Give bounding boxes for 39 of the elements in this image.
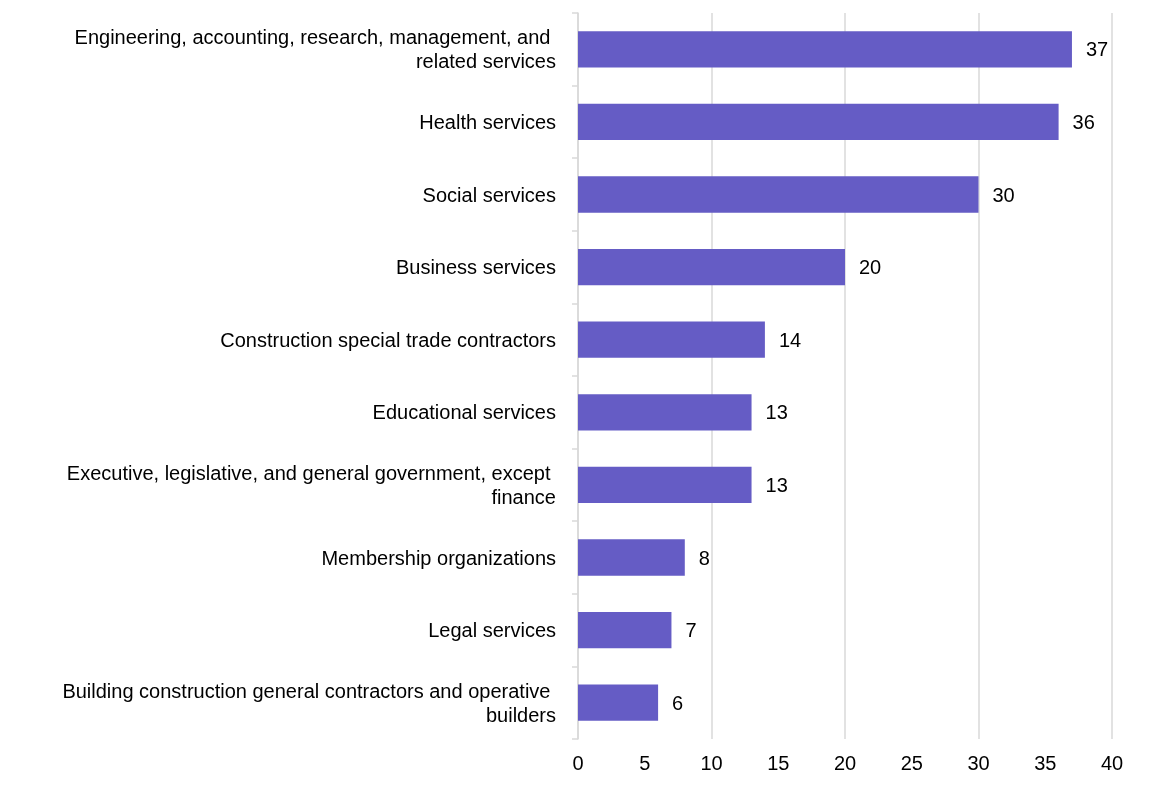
data-label: 7 <box>685 619 697 642</box>
bar <box>578 394 752 431</box>
data-label: 13 <box>765 473 788 496</box>
y-tick-label: Building construction general contractors and operative builders <box>62 679 556 726</box>
data-label: 37 <box>1085 38 1109 61</box>
bar <box>578 466 752 504</box>
data-label: 13 <box>765 401 788 424</box>
y-tick-label: Executive, legislative, and general government, except finance <box>66 461 556 508</box>
x-tick-label: 0 <box>572 752 584 774</box>
y-tick-label: Health services <box>419 110 556 133</box>
x-tick-label: 20 <box>833 752 857 774</box>
y-tick-label: Social services <box>422 183 556 206</box>
y-tick-label: Engineering, accounting, research, management, and related services <box>74 26 556 73</box>
bar <box>578 103 1059 141</box>
x-tick-label: 30 <box>967 752 990 774</box>
x-tick-label: 15 <box>767 752 790 774</box>
bar <box>578 684 659 721</box>
bar <box>578 611 672 649</box>
data-label: 6 <box>672 691 684 714</box>
data-label: 14 <box>778 328 802 351</box>
x-tick-label: 25 <box>900 752 923 774</box>
y-tick-label: Membership organizations <box>321 546 556 569</box>
y-tick-label: Business services <box>395 256 556 279</box>
bar <box>578 248 845 286</box>
bar <box>578 321 765 358</box>
bar <box>578 31 1072 68</box>
x-tick-label: 10 <box>700 752 723 774</box>
data-label: 30 <box>992 183 1015 206</box>
y-tick-label: Educational services <box>372 401 556 424</box>
bar <box>578 176 979 213</box>
data-label: 20 <box>859 256 882 279</box>
data-label: 8 <box>698 546 710 569</box>
x-tick-label: 40 <box>1100 752 1124 774</box>
y-tick-label: Legal services <box>428 619 556 642</box>
data-label: 36 <box>1072 110 1095 133</box>
bar <box>578 539 685 576</box>
x-tick-label: 5 <box>639 752 651 774</box>
y-tick-label: Construction special trade contractors <box>220 328 556 351</box>
x-tick-label: 35 <box>1034 752 1057 774</box>
